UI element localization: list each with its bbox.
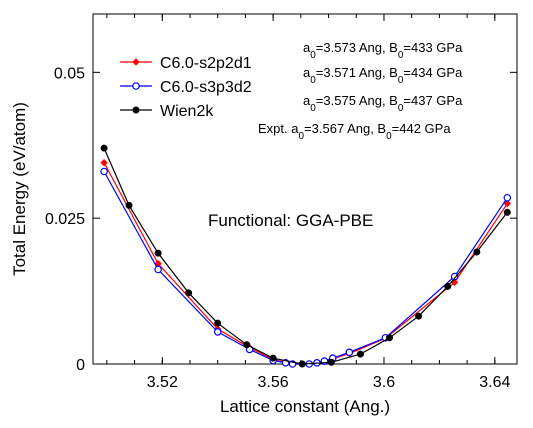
data-point: [473, 248, 481, 256]
fit-annotation-3: a0=3.575 Ang, B0=437 GPa: [303, 93, 463, 114]
annotation-subscript: 0: [398, 50, 404, 61]
data-point: [345, 348, 354, 357]
data-point: [298, 360, 306, 368]
data-point: [503, 193, 512, 202]
series-line: [103, 171, 508, 365]
annotation-text: =433 GPa: [403, 40, 463, 55]
series-line: [103, 162, 508, 365]
data-point: [154, 249, 162, 257]
y-tick-label: 0.05: [54, 65, 85, 82]
annotation-text: B: [377, 121, 386, 136]
annotation-subscript: 0: [310, 75, 316, 86]
legend-swatch-marker: [132, 58, 140, 66]
y-tick-label: 0: [76, 357, 85, 374]
data-point: [415, 312, 423, 320]
legend-entry-2: C6.0-s3p3d2: [120, 79, 252, 96]
x-tick-label: 3.64: [479, 374, 510, 391]
data-point: [503, 199, 512, 208]
fit-annotation-1: a0=3.573 Ang, B0=433 GPa: [303, 40, 463, 61]
legend-swatch-marker: [132, 82, 140, 90]
data-point: [327, 358, 335, 366]
legend-entry-3: Wien2k: [120, 103, 214, 120]
data-point: [444, 282, 452, 290]
legend-label: C6.0-s2p2d1: [160, 55, 252, 72]
legend: C6.0-s2p2d1 C6.0-s3p3d2 Wien2k: [120, 55, 252, 120]
annotation-text: =437 GPa: [403, 93, 463, 108]
annotation-text: a: [303, 65, 311, 80]
fit-annotation-2: a0=3.571 Ang, B0=434 GPa: [303, 65, 463, 86]
axis-ticks: [93, 14, 517, 365]
annotation-subscript: 0: [298, 131, 304, 142]
annotation-subscript: 0: [310, 103, 316, 114]
data-point: [100, 159, 108, 167]
legend-swatch-marker: [132, 106, 140, 114]
data-point: [356, 350, 364, 358]
annotation-subscript: 0: [398, 75, 404, 86]
series-layer: [100, 144, 512, 368]
x-tick-label: 3.6: [373, 374, 395, 391]
annotation-text: a: [303, 40, 311, 55]
series-3: [100, 144, 511, 368]
data-point: [154, 265, 162, 274]
annotation-text: =3.575 Ang,: [316, 93, 389, 108]
data-point: [503, 208, 511, 216]
annotation-text: a: [303, 93, 311, 108]
data-point: [386, 334, 394, 342]
data-point: [450, 272, 459, 281]
data-point: [100, 167, 108, 176]
data-point: [213, 328, 222, 336]
annotation-text: =3.573 Ang,: [316, 40, 389, 55]
annotation-text: B: [389, 93, 398, 108]
legend-entry-1: C6.0-s2p2d1: [120, 55, 252, 72]
series-line: [103, 147, 508, 365]
annotation-text: =442 GPa: [392, 121, 452, 136]
data-point: [243, 341, 251, 349]
annotation-text: =3.567 Ang,: [304, 121, 377, 136]
annotation-text: =434 GPa: [403, 65, 463, 80]
legend-label: Wien2k: [160, 103, 214, 120]
fit-annotations: a0=3.573 Ang, B0=433 GPa a0=3.571 Ang, B…: [258, 40, 463, 142]
expt-annotation: Expt. a0=3.567 Ang, B0=442 GPa: [258, 121, 451, 142]
y-axis-title: Total Energy (eV/atom): [10, 102, 29, 276]
functional-annotation: Functional: GGA-PBE: [208, 211, 373, 230]
annotation-text: =3.571 Ang,: [316, 65, 389, 80]
legend-label: C6.0-s3p3d2: [160, 79, 252, 96]
annotation-subscript: 0: [398, 103, 404, 114]
data-point: [185, 289, 193, 297]
annotation-text: a: [291, 121, 299, 136]
annotation-text: B: [389, 65, 398, 80]
x-tick-label: 3.52: [147, 374, 178, 391]
data-point: [214, 319, 222, 327]
annotation-subscript: 0: [386, 131, 392, 142]
series-1: [100, 159, 512, 368]
data-point: [125, 201, 133, 209]
tick-labels: 3.52 3.56 3.6 3.64 0 0.025 0.05: [45, 65, 511, 391]
x-axis-title: Lattice constant (Ang.): [220, 397, 390, 416]
data-point: [269, 354, 277, 362]
annotation-text: Expt.: [258, 121, 291, 136]
annotation-subscript: 0: [310, 50, 316, 61]
y-tick-label: 0.025: [45, 211, 85, 228]
annotation-text: B: [389, 40, 398, 55]
x-tick-label: 3.56: [258, 374, 289, 391]
data-point: [100, 144, 108, 152]
